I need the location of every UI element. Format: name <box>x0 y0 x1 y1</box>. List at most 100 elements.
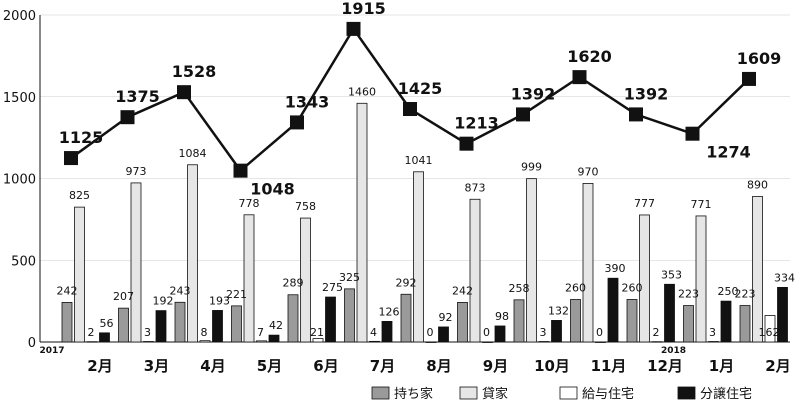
total-label-8: 1392 <box>511 84 556 103</box>
total-marker-11 <box>685 126 700 141</box>
bar-label-s3-9: 390 <box>605 262 626 275</box>
bar-s3-4 <box>325 296 336 343</box>
bar-s1-9 <box>582 183 594 343</box>
bar-s2-1 <box>143 341 154 343</box>
bar-label-s3-1: 192 <box>153 295 174 308</box>
bar-label-s2-5: 4 <box>370 326 377 339</box>
bar-s1-1 <box>130 182 142 343</box>
bar-label-s0-0: 242 <box>57 284 78 297</box>
total-marker-5 <box>346 21 361 36</box>
total-label-1: 1375 <box>115 87 160 106</box>
bar-s0-7 <box>457 302 468 343</box>
category-3: 5月 <box>257 357 282 375</box>
total-marker-4 <box>290 115 304 130</box>
bar-s1-5 <box>356 102 368 343</box>
bar-label-s1-9: 970 <box>578 165 599 178</box>
bar-s3-6 <box>438 326 449 343</box>
bar-label-s0-12: 223 <box>735 288 756 301</box>
bar-label-s2-11: 3 <box>709 326 716 339</box>
total-label-4: 1343 <box>285 92 330 111</box>
bar-s0-2 <box>174 301 186 343</box>
bar-label-s1-10: 777 <box>634 197 655 210</box>
bar-label-s1-2: 1084 <box>179 147 207 160</box>
bar-s3-12 <box>777 286 788 343</box>
bar-s2-11 <box>708 341 719 343</box>
bar-s1-3 <box>243 214 255 343</box>
bar-label-s0-5: 325 <box>339 271 360 284</box>
total-marker-12 <box>742 71 756 86</box>
bar-s3-2 <box>212 310 223 343</box>
category-7: 9月 <box>483 357 508 375</box>
bar-label-s1-1: 973 <box>126 165 147 178</box>
bar-s1-7 <box>469 198 481 343</box>
bar-s2-7 <box>482 341 493 343</box>
bar-label-s1-7: 873 <box>465 181 486 194</box>
bar-s3-3 <box>268 334 280 343</box>
total-label-7: 1213 <box>454 114 499 133</box>
bar-s3-5 <box>381 320 393 343</box>
bars-layer <box>61 102 788 343</box>
total-marker-3 <box>233 163 248 178</box>
bar-s2-6 <box>425 341 437 343</box>
legend-label-2: 給与住宅 <box>582 387 634 402</box>
category-4: 6月 <box>313 357 338 375</box>
bar-label-s2-8: 3 <box>540 326 547 339</box>
category-5: 7月 <box>370 357 395 375</box>
bar-label-s1-12: 890 <box>747 178 768 191</box>
category-6: 8月 <box>426 357 451 375</box>
bar-s3-7 <box>494 325 506 343</box>
total-label-9: 1620 <box>567 47 612 66</box>
legend-swatch-0 <box>371 386 390 400</box>
year-label-1: 2018 <box>661 346 686 356</box>
total-label-2: 1528 <box>172 62 217 81</box>
bar-label-s2-0: 2 <box>88 326 95 339</box>
y-tick-500: 500 <box>11 254 36 269</box>
total-label-6: 1425 <box>398 79 443 98</box>
bar-s2-2 <box>199 340 211 343</box>
category-12: 2月 <box>765 357 790 375</box>
category-11: 1月 <box>709 357 734 375</box>
bar-s3-10 <box>664 283 675 343</box>
bar-label-s3-7: 98 <box>495 310 509 323</box>
bar-s1-4 <box>300 217 311 343</box>
bar-label-s3-12: 334 <box>774 271 795 284</box>
bar-label-s0-3: 221 <box>226 288 247 301</box>
bar-label-s2-12: 162 <box>759 326 780 339</box>
bar-s2-8 <box>538 341 550 343</box>
bar-label-s1-3: 778 <box>239 197 260 210</box>
legend: 持ち家 貸家 給与住宅 分譲住宅 <box>371 386 752 402</box>
bar-label-s1-4: 758 <box>295 200 316 213</box>
bar-s3-9 <box>607 277 619 343</box>
category-0: 2月 <box>87 357 112 375</box>
bar-label-s3-10: 353 <box>661 268 682 281</box>
bar-s0-5 <box>344 288 355 343</box>
total-marker-9 <box>572 70 587 85</box>
bar-label-s0-1: 207 <box>113 290 134 303</box>
bar-label-s3-4: 275 <box>322 281 343 294</box>
bar-label-s0-4: 289 <box>283 277 304 290</box>
bar-label-s1-11: 771 <box>691 198 712 211</box>
bar-label-s2-7: 0 <box>483 326 490 339</box>
bar-s2-0 <box>86 341 98 343</box>
bar-s0-9 <box>570 299 581 343</box>
bar-s0-12 <box>739 305 751 343</box>
bar-label-s2-9: 0 <box>596 326 603 339</box>
legend-label-0: 持ち家 <box>394 386 433 402</box>
total-label-12: 1609 <box>737 49 782 68</box>
total-label-10: 1392 <box>624 84 669 103</box>
bar-s0-0 <box>61 302 73 343</box>
x-axis-categories: 2月 3月 4月 5月 6月 7月 8月 9月 10月 11月 12月 1月 2月 2017 2018 <box>39 346 790 375</box>
bar-label-s0-2: 243 <box>170 284 191 297</box>
legend-swatch-3 <box>677 386 696 400</box>
bar-label-s0-9: 260 <box>565 281 586 294</box>
total-marker-2 <box>177 85 191 100</box>
bar-label-s1-0: 825 <box>69 189 90 202</box>
total-marker-10 <box>629 107 643 122</box>
bar-label-s2-10: 2 <box>653 326 660 339</box>
category-9: 11月 <box>591 357 627 375</box>
bar-s2-12 <box>764 315 776 343</box>
total-marker-7 <box>459 136 474 151</box>
category-2: 4月 <box>200 357 225 375</box>
